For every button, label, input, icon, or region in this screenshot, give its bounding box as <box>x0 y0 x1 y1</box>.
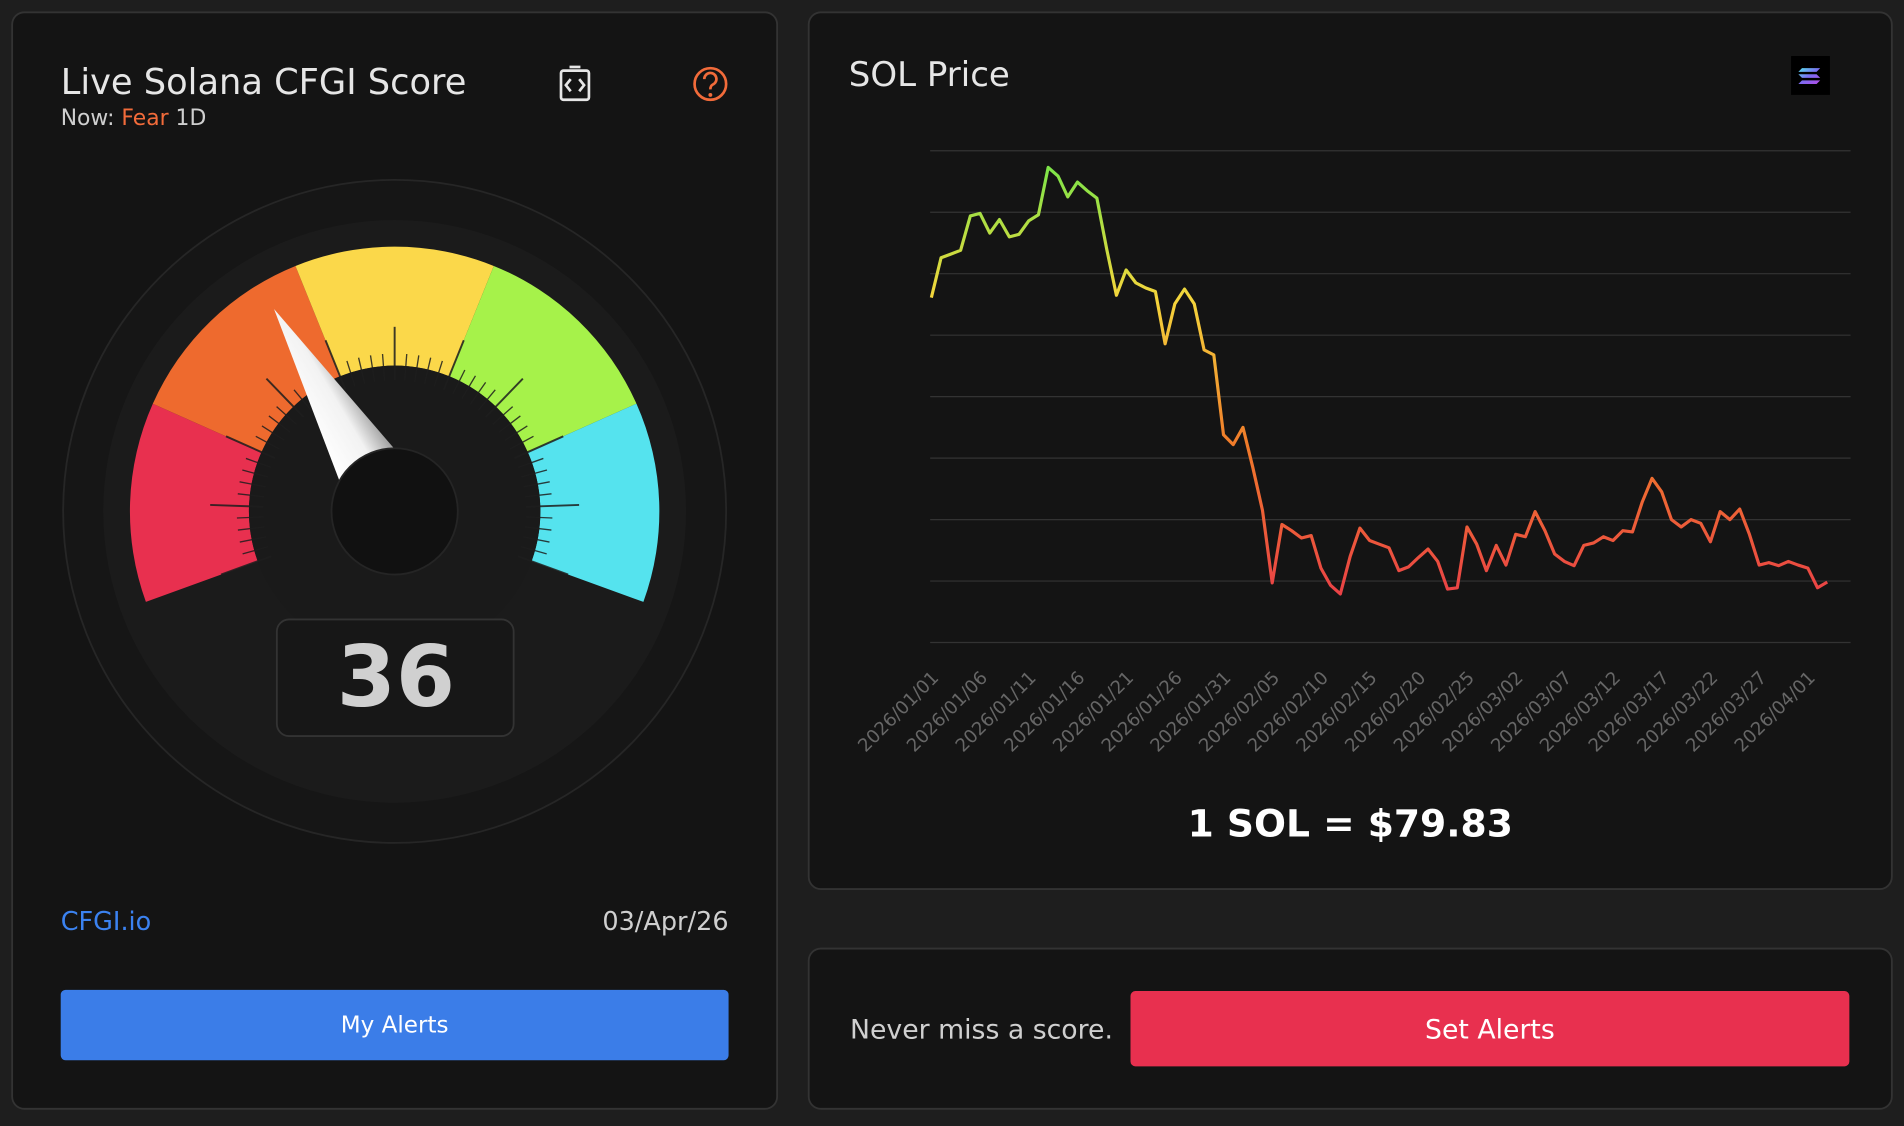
gauge-needle <box>274 309 398 487</box>
gauge-tick <box>255 435 280 450</box>
gauge-tick <box>381 353 386 381</box>
gauge-tick <box>525 503 580 508</box>
gauge-tick <box>492 406 514 425</box>
gauge-tick <box>369 355 376 382</box>
status-line: Now: Fear 1D <box>61 106 207 131</box>
gauge-tick <box>525 516 553 519</box>
gauge-tick <box>517 555 569 576</box>
score-box <box>275 618 515 737</box>
gauge-segment <box>129 403 262 602</box>
alert-prompt: Never miss a score. <box>850 1015 1113 1046</box>
gauge-tick <box>524 526 552 531</box>
solana-logo <box>1791 56 1830 95</box>
status: Fear <box>121 106 168 131</box>
status-prefix: Now: <box>61 106 115 131</box>
gauge-tick <box>261 425 285 441</box>
gauge-tick <box>517 457 544 469</box>
gauge-tick <box>276 406 298 425</box>
timeframe: 1D <box>176 106 207 131</box>
gauge-tick <box>423 357 432 384</box>
date: 03/Apr/26 <box>602 907 728 937</box>
gauge-tick <box>346 360 356 387</box>
gauge-tick <box>461 375 477 400</box>
gauge-tick <box>268 415 291 433</box>
gauge-tick <box>523 536 550 543</box>
gauge-tick <box>324 339 347 391</box>
price-panel <box>807 11 1893 890</box>
gauge <box>129 246 660 658</box>
gauge-tick <box>357 357 366 384</box>
gauge-tick <box>265 377 305 418</box>
gauge-tick <box>225 435 276 459</box>
gauge-tick <box>485 377 524 418</box>
gauge-tick <box>514 435 564 459</box>
gauge-tick <box>469 382 487 405</box>
gauge-tick <box>242 546 269 555</box>
gauge-tick <box>504 425 528 441</box>
gauge-tick <box>523 481 550 488</box>
gauge-hub <box>330 447 459 576</box>
embed-icon[interactable] <box>559 65 591 102</box>
price-line <box>929 165 1829 596</box>
my-alerts-label[interactable]: My Alerts <box>341 1013 449 1039</box>
my-alerts-button[interactable] <box>60 989 729 1061</box>
gauge-segment <box>295 246 494 377</box>
gauge-tick <box>477 389 496 411</box>
gauge-tick <box>521 469 548 478</box>
gauge-tick <box>210 503 264 508</box>
gauge-tick <box>524 493 552 498</box>
price-annotation: 1 SOL = $79.83 <box>1188 801 1513 845</box>
gauge-tick <box>498 415 521 433</box>
gauge-tick <box>239 481 266 488</box>
score-value: 36 <box>337 628 455 727</box>
gauge-tick <box>237 493 265 498</box>
gauge-tick <box>220 555 272 576</box>
panel-title: Live Solana CFGI Score <box>61 62 467 103</box>
gauge-tick <box>442 339 465 391</box>
gauge-tick <box>242 469 269 478</box>
set-alerts-label[interactable]: Set Alerts <box>1425 1015 1555 1046</box>
gauge-tick <box>293 389 312 411</box>
set-alerts-button[interactable] <box>1130 991 1850 1067</box>
help-icon[interactable] <box>693 66 728 102</box>
gauge-tick <box>404 353 408 381</box>
gauge-tick <box>245 457 272 469</box>
gauge-tick <box>520 546 547 555</box>
gauge-tick <box>239 536 267 543</box>
gauge-tick <box>433 360 444 387</box>
gauge-tick <box>237 526 265 531</box>
gauge-segment <box>527 403 660 602</box>
source-link[interactable]: CFGI.io <box>61 907 152 937</box>
gauge-tick <box>452 369 466 395</box>
gauge-tick <box>414 355 420 382</box>
chart-title: SOL Price <box>849 55 1010 95</box>
gauge-tick <box>236 516 264 519</box>
gauge-tick <box>509 435 534 450</box>
